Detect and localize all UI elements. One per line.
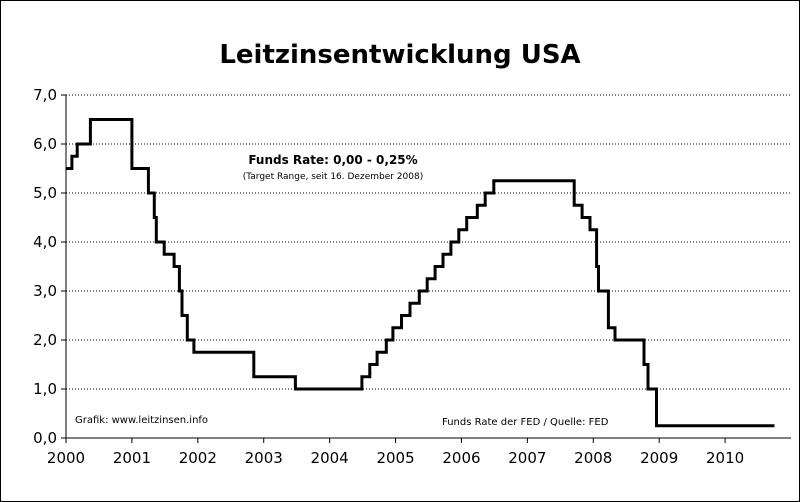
series-line-0 [66,118,775,428]
y-tick-label: 7,0 [33,86,57,104]
y-tick-label: 2,0 [33,331,57,349]
grid-lines [66,94,791,390]
x-tick-label: 2002 [179,449,217,467]
x-tick-label: 2009 [640,449,678,467]
y-axis-ticks: 0,0 1,0 2,0 3,0 4,0 5,0 6,0 7,0 [33,86,66,447]
funds-rate-annotation: Funds Rate: 0,00 - 0,25% [248,153,417,167]
x-tick-label: 2000 [47,449,85,467]
source-fed-note: Funds Rate der FED / Quelle: FED [442,417,609,428]
x-tick-label: 2003 [245,449,283,467]
y-tick-label: 6,0 [33,135,57,153]
target-range-annotation: (Target Range, seit 16. Dezember 2008) [243,172,423,182]
y-tick-label: 1,0 [33,380,57,398]
x-tick-label: 2007 [508,449,546,467]
x-tick-label: 2001 [113,449,151,467]
x-tick-label: 2004 [311,449,349,467]
x-tick-label: 2005 [376,449,414,467]
y-tick-label: 4,0 [33,233,57,251]
x-tick-label: 2006 [442,449,480,467]
y-tick-label: 3,0 [33,282,57,300]
chart-title: Leitzinsentwicklung USA [219,40,580,70]
source-grafik-note: Grafik: www.leitzinsen.info [75,415,208,426]
x-axis-ticks: 2000 2001 2002 2003 2004 2005 2006 2007 2008 2009… [47,438,744,467]
x-tick-label: 2010 [706,449,744,467]
y-tick-label: 0,0 [33,429,57,447]
y-tick-label: 5,0 [33,184,57,202]
x-tick-label: 2008 [574,449,612,467]
series-layer [66,118,775,428]
